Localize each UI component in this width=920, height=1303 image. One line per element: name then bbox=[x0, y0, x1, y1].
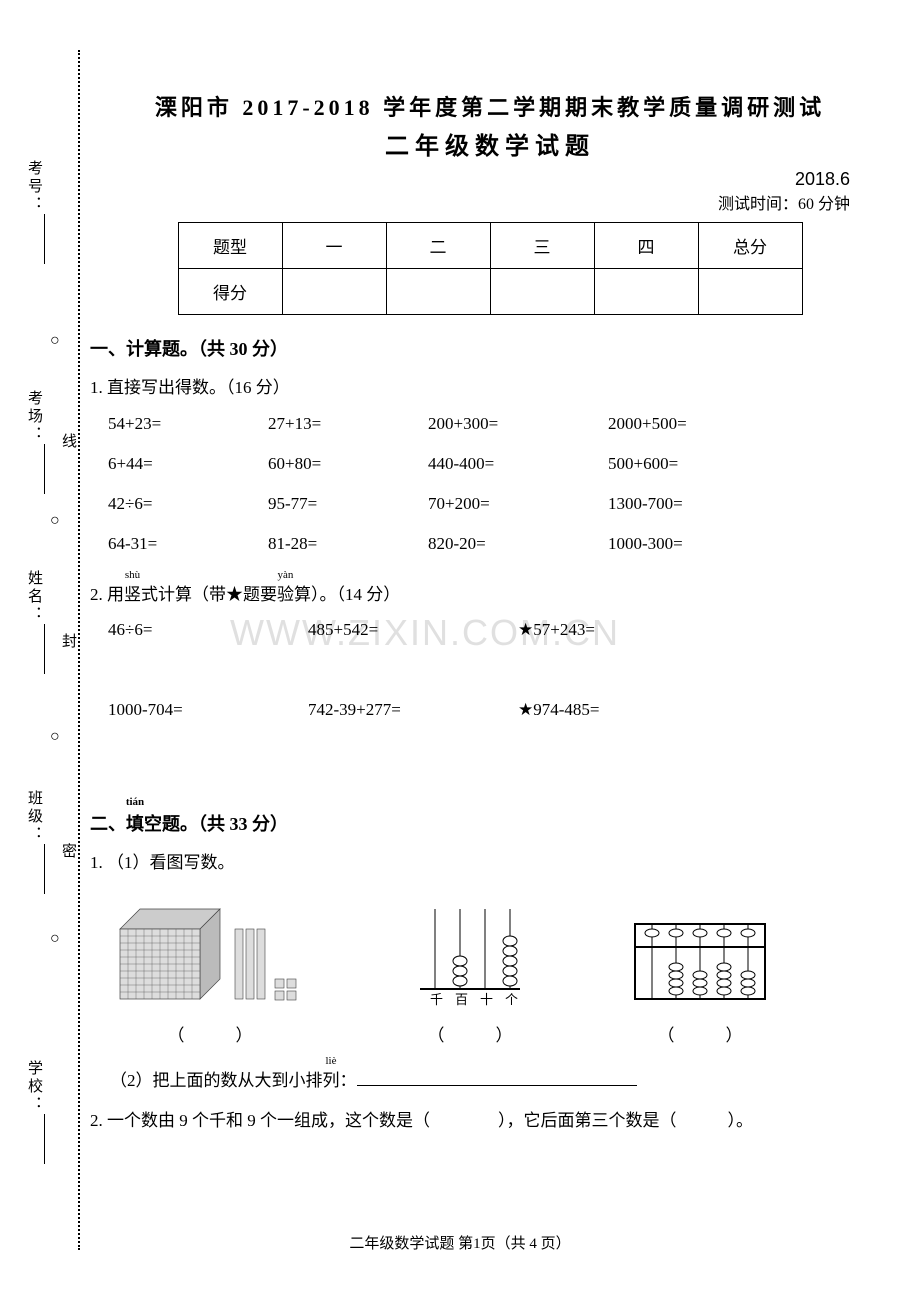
binding-circle: ○ bbox=[50, 332, 60, 350]
binding-label-exam-number: 考号： bbox=[24, 160, 45, 264]
table-cell[interactable] bbox=[698, 269, 802, 315]
q2-1-label: 1. （1）看图写数。 bbox=[90, 848, 890, 879]
figure-blocks: （ ） bbox=[110, 899, 310, 1046]
calc-row2-1: 46÷6= 485+542= ★57+243= bbox=[108, 620, 890, 640]
seal-char-secret: 密 bbox=[62, 840, 77, 861]
binding-margin: 考号： ○ 考场： ○ 姓名： ○ 班级： ○ 学校： 线 封 密 bbox=[0, 0, 85, 1303]
section1-heading: 一、计算题。（共 30 分） bbox=[90, 335, 890, 361]
calc-item: 1000-300= bbox=[608, 534, 788, 554]
calc-item: 200+300= bbox=[428, 414, 608, 434]
counting-frame-icon: 千 百 十 个 bbox=[410, 899, 530, 1009]
calc-item: 70+200= bbox=[428, 494, 608, 514]
calc-item: 81-28= bbox=[268, 534, 428, 554]
binding-label-name: 姓名： bbox=[24, 570, 45, 674]
calc-grid: 54+23= 27+13= 200+300= 2000+500= 6+44= 6… bbox=[108, 414, 890, 554]
binding-circle: ○ bbox=[50, 728, 60, 746]
svg-text:个: 个 bbox=[505, 992, 518, 1007]
calc-item: 27+13= bbox=[268, 414, 428, 434]
dotted-line bbox=[78, 50, 80, 1250]
title-main: 溧阳市 2017-2018 学年度第二学期期末教学质量调研测试 bbox=[90, 90, 890, 122]
q1-label: 1. 直接写出得数。（16 分） bbox=[90, 373, 890, 404]
table-cell: 题型 bbox=[178, 223, 282, 269]
calc-item: 742-39+277= bbox=[308, 700, 518, 720]
calc-item: ★974-485= bbox=[518, 700, 718, 720]
figure-abacus: （ ） bbox=[630, 919, 770, 1046]
calc-item: 6+44= bbox=[108, 454, 268, 474]
figure-row: （ ） 千 百 十 个 （ ） bbox=[110, 899, 890, 1046]
calc-item: 60+80= bbox=[268, 454, 428, 474]
calc-item: 42÷6= bbox=[108, 494, 268, 514]
seal-char-line: 线 bbox=[62, 430, 77, 451]
table-cell: 四 bbox=[594, 223, 698, 269]
binding-label-school: 学校： bbox=[24, 1060, 45, 1164]
figure-caption: （ ） bbox=[410, 1021, 530, 1046]
table-cell: 一 bbox=[282, 223, 386, 269]
svg-text:千: 千 bbox=[430, 992, 443, 1007]
test-time: 测试时间：60 分钟 bbox=[90, 190, 890, 214]
abacus-icon bbox=[630, 919, 770, 1009]
calc-item: 64-31= bbox=[108, 534, 268, 554]
calc-row2-2: 1000-704= 742-39+277= ★974-485= bbox=[108, 700, 890, 720]
table-cell[interactable] bbox=[490, 269, 594, 315]
section2-heading: 二、tián填空题。（共 33 分） bbox=[90, 810, 890, 836]
table-cell[interactable] bbox=[282, 269, 386, 315]
calc-item: ★57+243= bbox=[518, 620, 718, 640]
table-row: 得分 bbox=[178, 269, 802, 315]
seal-char-seal: 封 bbox=[62, 630, 77, 651]
score-table: 题型 一 二 三 四 总分 得分 bbox=[178, 222, 803, 315]
calc-item: 820-20= bbox=[428, 534, 608, 554]
q2-1b: （2）把上面的数从大到小排liè列： bbox=[110, 1066, 890, 1097]
blank-line[interactable] bbox=[357, 1068, 637, 1086]
calc-item: 1300-700= bbox=[608, 494, 788, 514]
q2-2: 2. 一个数由 9 个千和 9 个一组成，这个数是（ ），它后面第三个数是（ ）… bbox=[90, 1106, 890, 1137]
binding-label-exam-room: 考场： bbox=[24, 390, 45, 494]
table-row: 题型 一 二 三 四 总分 bbox=[178, 223, 802, 269]
calc-item: 500+600= bbox=[608, 454, 788, 474]
calc-item: 2000+500= bbox=[608, 414, 788, 434]
title-sub: 二年级数学试题 bbox=[90, 126, 890, 161]
binding-circle: ○ bbox=[50, 930, 60, 948]
binding-circle: ○ bbox=[50, 512, 60, 530]
blocks-icon bbox=[110, 899, 310, 1009]
svg-text:百: 百 bbox=[455, 992, 468, 1007]
binding-label-class: 班级： bbox=[24, 790, 45, 894]
q2-label: 2. 用shù竖式计算（带★题要yàn验算）。（14 分） bbox=[90, 580, 890, 611]
calc-item: 485+542= bbox=[308, 620, 518, 640]
main-content: 溧阳市 2017-2018 学年度第二学期期末教学质量调研测试 二年级数学试题 … bbox=[90, 90, 890, 1147]
calc-item: 95-77= bbox=[268, 494, 428, 514]
calc-item: 1000-704= bbox=[108, 700, 308, 720]
calc-item: 440-400= bbox=[428, 454, 608, 474]
calc-item: 46÷6= bbox=[108, 620, 308, 640]
svg-text:十: 十 bbox=[480, 992, 493, 1007]
figure-counting-frame: 千 百 十 个 （ ） bbox=[410, 899, 530, 1046]
exam-date: 2018.6 bbox=[90, 169, 890, 190]
table-cell[interactable] bbox=[594, 269, 698, 315]
table-cell[interactable] bbox=[386, 269, 490, 315]
figure-caption: （ ） bbox=[630, 1021, 770, 1046]
table-cell: 得分 bbox=[178, 269, 282, 315]
table-cell: 二 bbox=[386, 223, 490, 269]
table-cell: 总分 bbox=[698, 223, 802, 269]
page-footer: 二年级数学试题 第1页（共 4 页） bbox=[0, 1232, 920, 1253]
figure-caption: （ ） bbox=[110, 1021, 310, 1046]
calc-item: 54+23= bbox=[108, 414, 268, 434]
table-cell: 三 bbox=[490, 223, 594, 269]
